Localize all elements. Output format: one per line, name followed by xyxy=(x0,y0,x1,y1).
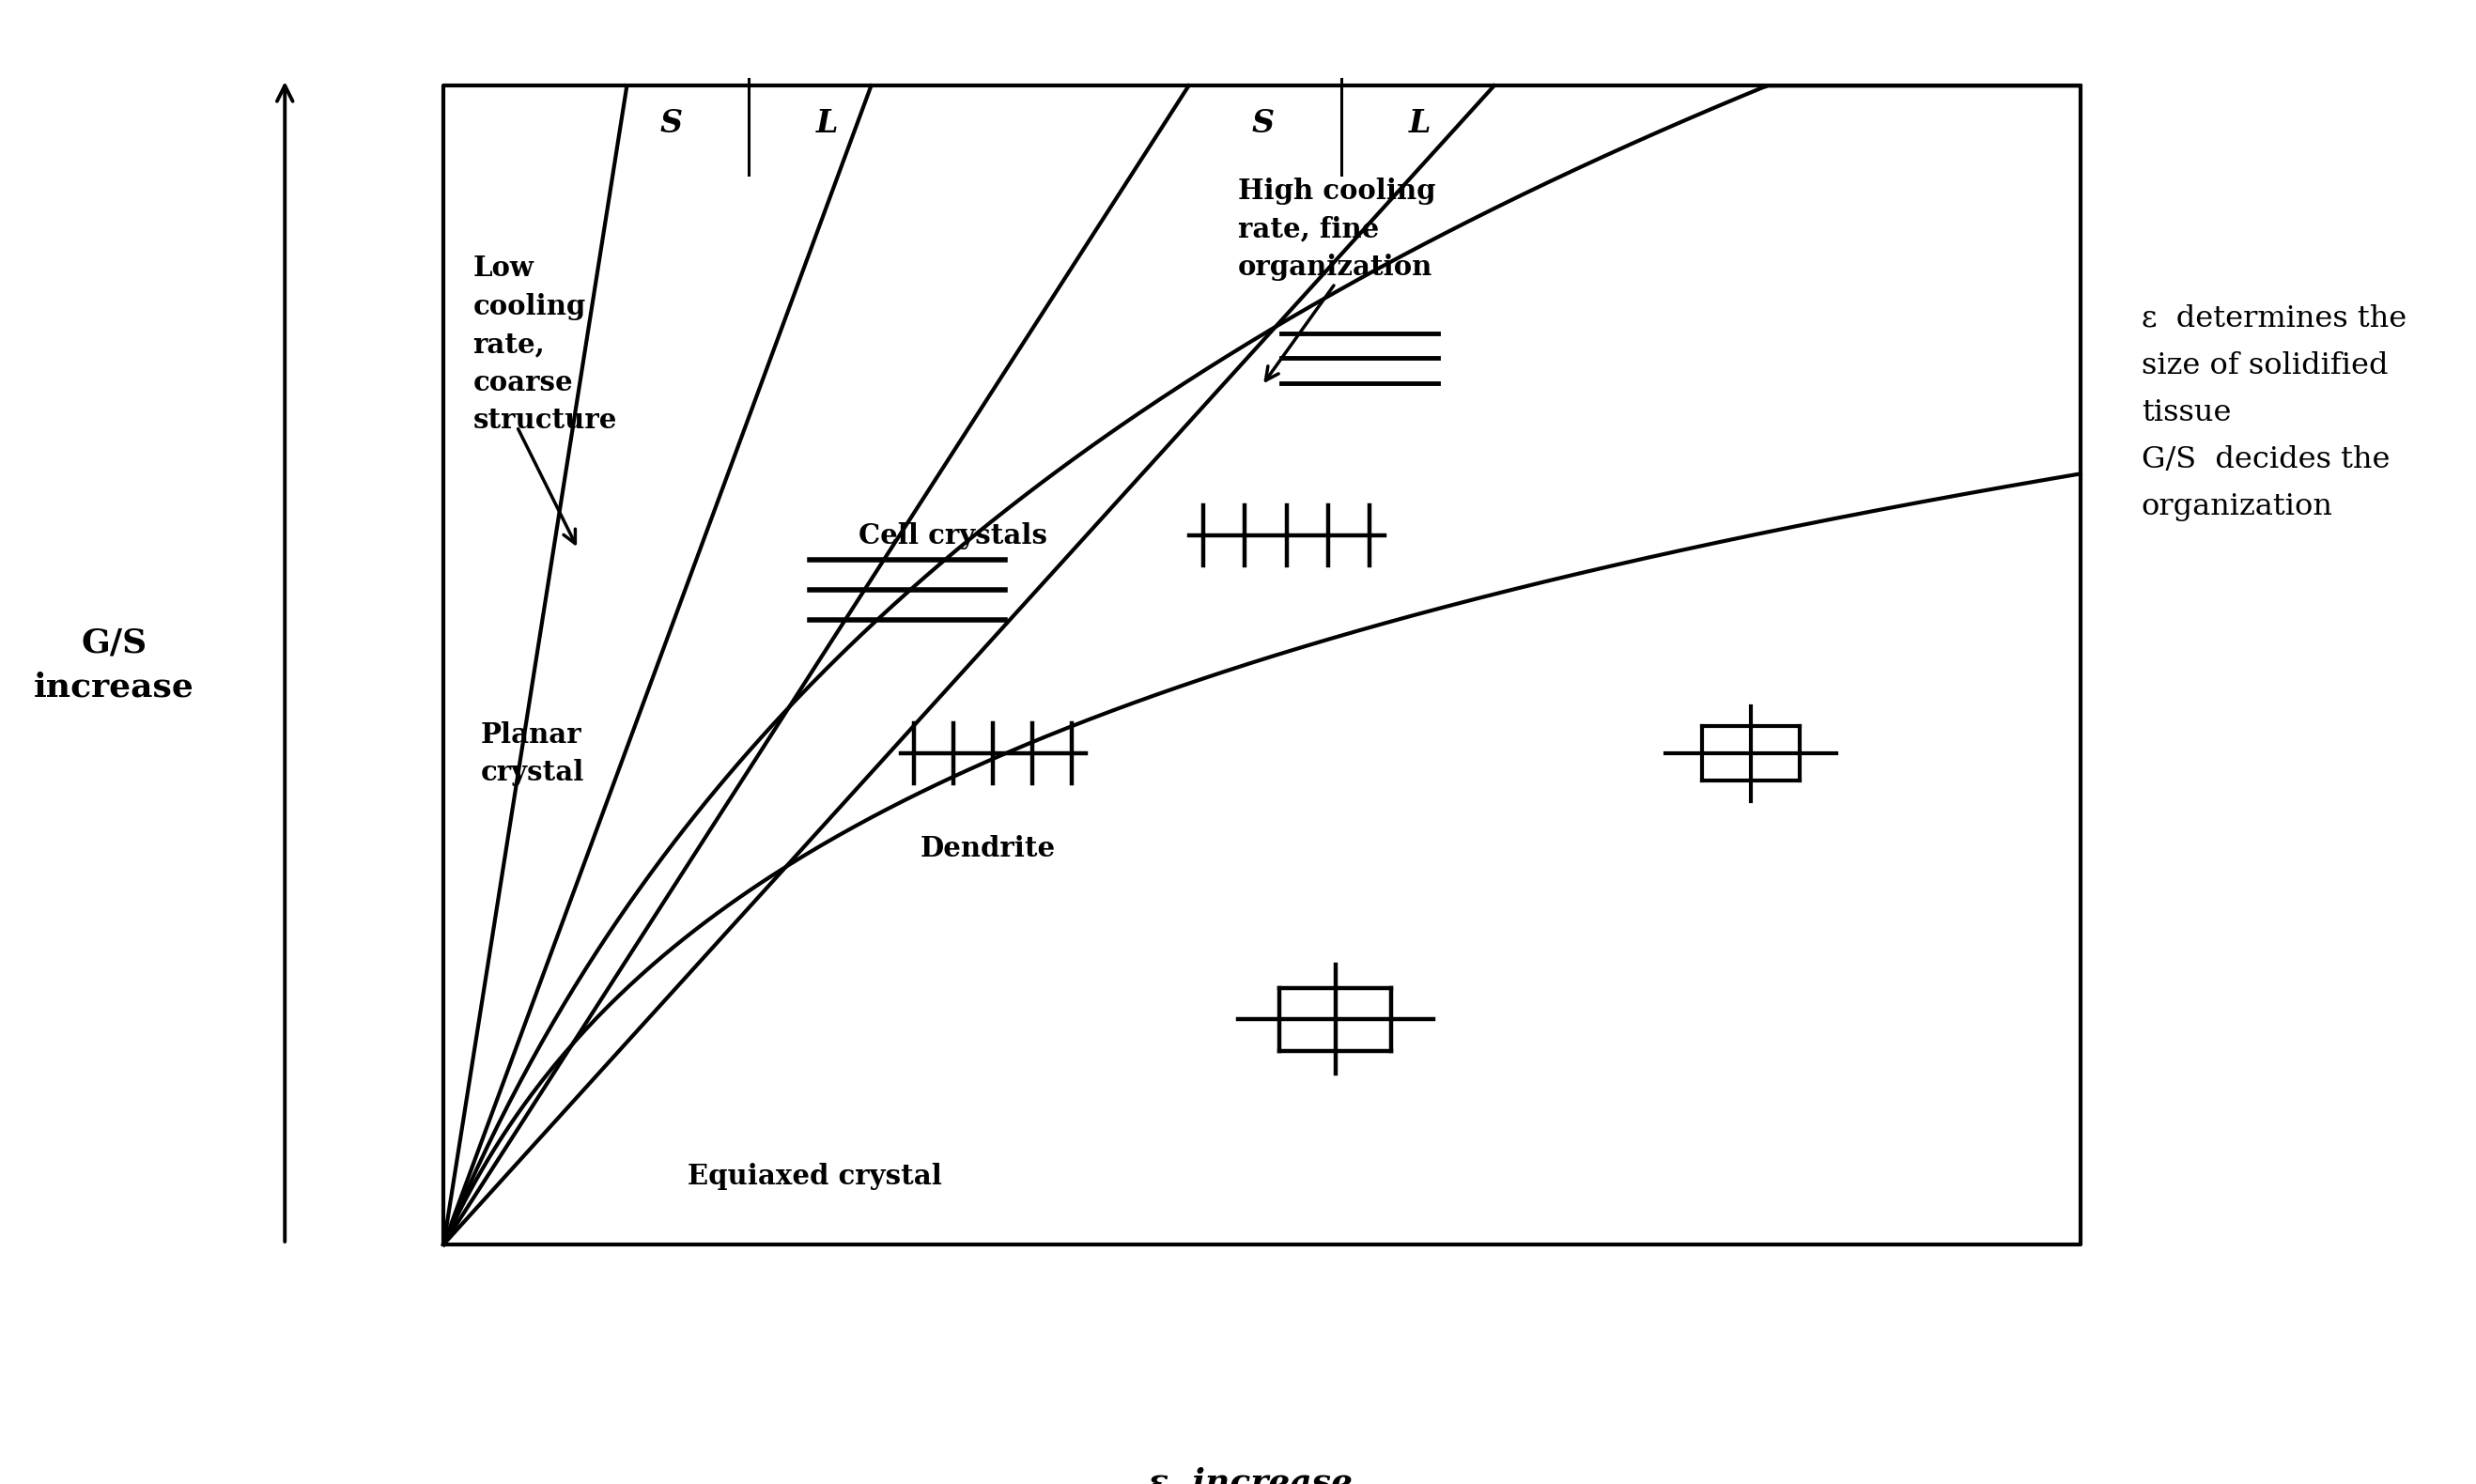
Text: Cell crystals: Cell crystals xyxy=(859,522,1047,549)
Text: L: L xyxy=(817,108,839,139)
Text: Low
cooling
rate,
coarse
structure: Low cooling rate, coarse structure xyxy=(473,255,617,435)
Text: L: L xyxy=(1409,108,1431,139)
Text: Dendrite: Dendrite xyxy=(921,835,1055,862)
Text: S: S xyxy=(1253,108,1275,139)
Text: High cooling
rate, fine
organization: High cooling rate, fine organization xyxy=(1238,177,1436,280)
Text: Equiaxed crystal: Equiaxed crystal xyxy=(688,1162,943,1190)
Text: ε  determines the
size of solidified
tissue
G/S  decides the
organization: ε determines the size of solidified tiss… xyxy=(2142,304,2407,522)
Text: Planar
crystal: Planar crystal xyxy=(480,721,584,787)
Text: ε  increase: ε increase xyxy=(1146,1466,1352,1484)
Text: S: S xyxy=(659,108,683,139)
Text: G/S
increase: G/S increase xyxy=(35,626,193,703)
